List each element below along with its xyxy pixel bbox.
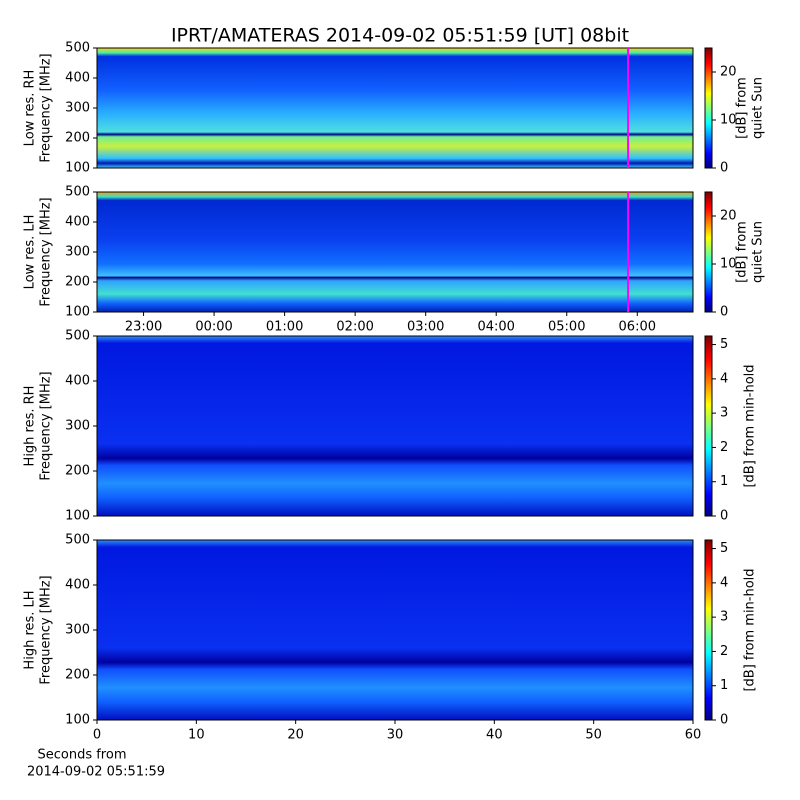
y-tick-label: 400 — [65, 374, 90, 389]
colorbar-tick-label: 4 — [720, 371, 728, 386]
x-tick-label: 30 — [387, 728, 404, 743]
y-tick-label: 300 — [65, 245, 90, 260]
y-tick-label: 500 — [65, 533, 90, 548]
y-axis-label: Low res. LH — [23, 215, 38, 290]
x-tick-label: 04:00 — [477, 320, 514, 335]
x-tick-label: 10 — [188, 728, 205, 743]
x-tick-label: 02:00 — [336, 320, 373, 335]
colorbar-tick-label: 0 — [720, 305, 728, 320]
x-tick-label: 01:00 — [266, 320, 303, 335]
y-tick-label: 200 — [65, 275, 90, 290]
y-tick-label: 100 — [65, 713, 90, 728]
colorbar — [704, 47, 713, 169]
x-tick-label: 20 — [287, 728, 304, 743]
x-axis-label: 2014-09-02 05:51:59 — [27, 765, 165, 780]
colorbar-tick-label: 20 — [720, 65, 737, 80]
colorbar-tick-label: 3 — [720, 610, 728, 625]
colorbar-tick-label: 10 — [720, 257, 737, 272]
colorbar-tick-label: 5 — [720, 337, 728, 352]
y-tick-label: 200 — [65, 464, 90, 479]
x-tick-label: 50 — [585, 728, 602, 743]
y-axis-label: Frequency [MHz] — [39, 371, 54, 480]
spectrogram — [97, 192, 693, 312]
y-axis-label: Frequency [MHz] — [39, 197, 54, 306]
y-tick-label: 100 — [65, 161, 90, 176]
colorbar-tick-label: 2 — [720, 644, 728, 659]
colorbar-tick-label: 20 — [720, 209, 737, 224]
y-axis-label: Frequency [MHz] — [39, 575, 54, 684]
spectrogram — [97, 540, 693, 720]
y-axis-label: High res. LH — [23, 590, 38, 669]
y-tick-label: 200 — [65, 668, 90, 683]
x-tick-label: 23:00 — [125, 320, 162, 335]
colorbar-label: quiet Sun — [751, 221, 766, 283]
y-tick-label: 400 — [65, 215, 90, 230]
x-tick-label: 00:00 — [195, 320, 232, 335]
y-tick-label: 500 — [65, 41, 90, 56]
y-tick-label: 500 — [65, 329, 90, 344]
y-tick-label: 500 — [65, 185, 90, 200]
colorbar — [704, 191, 713, 313]
colorbar-tick-label: 1 — [720, 474, 728, 489]
x-tick-label: 05:00 — [548, 320, 585, 335]
colorbar — [704, 539, 713, 721]
y-tick-label: 100 — [65, 509, 90, 524]
y-axis-label: High res. RH — [23, 386, 38, 467]
spectrogram — [97, 48, 693, 168]
colorbar-tick-label: 2 — [720, 440, 728, 455]
y-axis-label: Frequency [MHz] — [39, 53, 54, 162]
y-axis-label: Low res. RH — [23, 70, 38, 147]
x-tick-label: 06:00 — [619, 320, 656, 335]
colorbar — [704, 335, 713, 517]
x-tick-label: 0 — [93, 728, 101, 743]
colorbar-tick-label: 0 — [720, 509, 728, 524]
colorbar-label: [dB] from — [735, 77, 750, 139]
colorbar-tick-label: 4 — [720, 575, 728, 590]
spectrogram — [97, 336, 693, 516]
x-axis-label: Seconds from — [37, 748, 126, 763]
x-tick-label: 60 — [685, 728, 702, 743]
y-tick-label: 100 — [65, 305, 90, 320]
y-tick-label: 200 — [65, 131, 90, 146]
colorbar-tick-label: 10 — [720, 113, 737, 128]
colorbar-label: [dB] from min-hold — [743, 568, 758, 691]
y-tick-label: 300 — [65, 623, 90, 638]
x-tick-label: 03:00 — [407, 320, 444, 335]
y-tick-label: 300 — [65, 419, 90, 434]
colorbar-tick-label: 5 — [720, 541, 728, 556]
colorbar-tick-label: 0 — [720, 161, 728, 176]
y-tick-label: 400 — [65, 578, 90, 593]
colorbar-label: [dB] from — [735, 221, 750, 283]
colorbar-label: [dB] from min-hold — [743, 364, 758, 487]
colorbar-tick-label: 3 — [720, 406, 728, 421]
y-tick-label: 300 — [65, 101, 90, 116]
chart-title: IPRT/AMATERAS 2014-09-02 05:51:59 [UT] 0… — [171, 25, 629, 47]
x-tick-label: 40 — [486, 728, 503, 743]
colorbar-label: quiet Sun — [751, 77, 766, 139]
colorbar-tick-label: 0 — [720, 713, 728, 728]
colorbar-tick-label: 1 — [720, 678, 728, 693]
y-tick-label: 400 — [65, 71, 90, 86]
